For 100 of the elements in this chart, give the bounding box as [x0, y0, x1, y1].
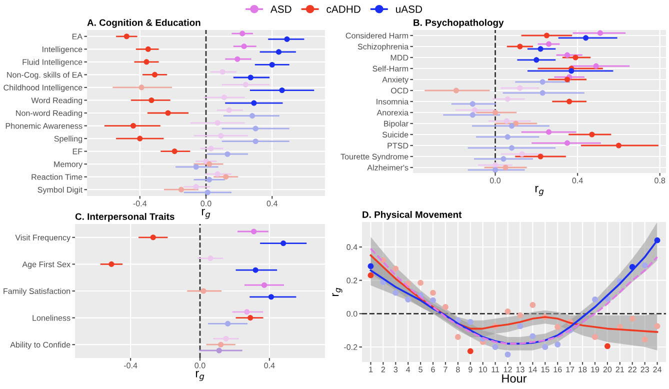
legend-label: uASD [396, 5, 422, 13]
point [642, 262, 648, 268]
x-tick-label: 13 [516, 366, 524, 372]
x-tick-label: 19 [591, 366, 600, 372]
y-tick-label: Visit Frequency [15, 234, 71, 242]
x-tick-label: 0.0 [490, 178, 501, 184]
chart-title: D. Physical Movement [362, 210, 462, 220]
y-tick-label: MDD [390, 54, 408, 60]
point [517, 323, 524, 330]
y-tick-label: Childhood Intelligence [4, 84, 82, 92]
point [405, 296, 412, 302]
legend-label: cADHD [326, 6, 360, 13]
point [392, 266, 399, 272]
legend-label: ASD [270, 5, 292, 13]
y-tick-label: 0.4 [346, 244, 358, 250]
x-tick-label: 11 [492, 366, 500, 372]
point [592, 296, 598, 302]
y-tick-label: Tourette Syndrome [340, 154, 408, 162]
point [530, 302, 536, 308]
x-tick-label: 16 [554, 366, 562, 372]
x-axis-title: r$_{g}$ [535, 186, 544, 196]
point [554, 342, 561, 348]
point [368, 263, 374, 270]
x-tick-label: 7 [444, 366, 448, 372]
point [504, 308, 511, 314]
y-tick-label: Self-Harm [372, 66, 408, 72]
y-axis-title: r$_{g}$ [332, 288, 342, 296]
x-tick-label: 18 [578, 366, 587, 372]
chart-title: B. Psychopathology [414, 18, 504, 28]
point [629, 316, 636, 322]
x-tick-label: 21 [616, 366, 624, 372]
point [554, 324, 561, 330]
x-tick-label: 1 [369, 366, 373, 372]
x-tick-label: 0.4 [266, 200, 278, 206]
x-tick-label: 0.4 [264, 362, 275, 368]
y-tick-label: Alzheimer's [367, 164, 408, 170]
y-tick-label: Loneliness [32, 314, 70, 321]
point [517, 312, 524, 318]
y-tick-label: EA [72, 34, 83, 40]
x-tick-label: 9 [468, 366, 472, 372]
point [642, 336, 648, 342]
chart-title: A. Cognition & Education [87, 18, 200, 28]
y-tick-label: Schizophrenia [358, 44, 409, 52]
point [467, 348, 474, 354]
line-series [370, 254, 658, 333]
y-tick-label: PTSD [388, 142, 408, 148]
x-tick-label: 14 [528, 366, 537, 372]
point [442, 304, 448, 310]
x-tick-label: 0.8 [654, 178, 666, 184]
y-tick-label: Non-Cog. skills of EA [7, 72, 83, 80]
x-tick-label: 23 [640, 366, 649, 372]
point [418, 280, 424, 286]
chart-title: C. Interpersonal Traits [75, 212, 174, 222]
y-tick-label: Reaction Time [32, 174, 82, 180]
y-tick-label: Spelling [54, 136, 82, 144]
y-tick-label: Intelligence [42, 46, 82, 54]
x-tick-label: 10 [478, 366, 488, 372]
y-tick-label: Age First Sex [22, 261, 70, 269]
x-tick-label: 20 [603, 366, 612, 372]
x-tick-label: -0.4 [133, 200, 147, 206]
point [454, 334, 461, 340]
x-tick-label: 15 [541, 366, 550, 372]
x-tick-label: -0.4 [124, 362, 138, 368]
y-tick-label: Word Reading [31, 97, 82, 105]
point [430, 297, 436, 304]
point [654, 323, 660, 330]
y-tick-label: Anorexia [376, 110, 409, 116]
point [430, 290, 436, 296]
x-axis-title: r$_{g}$ [196, 370, 204, 381]
point [467, 319, 474, 325]
point [542, 344, 548, 350]
x-axis-title: r$_{g}$ [202, 208, 210, 219]
y-tick-label: 0.0 [346, 310, 358, 317]
y-tick-label: Insomnia [376, 98, 409, 104]
y-tick-label: Symbol Digit [38, 186, 82, 194]
y-tick-label: -0.2 [344, 344, 358, 350]
x-tick-label: 5 [418, 366, 422, 372]
x-axis-title: Hour [502, 374, 527, 383]
point [368, 272, 374, 278]
x-tick-label: 0.0 [200, 200, 212, 206]
point [504, 352, 511, 358]
y-tick-label: Non-word Reading [16, 110, 82, 118]
x-tick-label: 17 [566, 366, 574, 372]
point [592, 334, 598, 340]
x-tick-label: 0.4 [572, 178, 583, 184]
y-tick-label: Family Satisfaction [4, 288, 70, 296]
point [492, 344, 498, 350]
x-tick-label: 22 [628, 366, 636, 372]
y-tick-label: 0.2 [346, 278, 358, 284]
y-tick-label: Considered Harm [346, 32, 408, 38]
x-tick-label: 6 [431, 366, 435, 372]
x-tick-label: 12 [504, 366, 512, 372]
y-tick-label: Fluid Intelligence [22, 59, 82, 67]
point [530, 333, 536, 340]
y-tick-label: Ability to Confide [10, 342, 70, 350]
y-tick-label: EF [72, 148, 82, 154]
point [604, 343, 610, 350]
x-tick-label: 2 [381, 366, 386, 372]
x-tick-label: 3 [394, 366, 398, 372]
point [392, 290, 399, 296]
